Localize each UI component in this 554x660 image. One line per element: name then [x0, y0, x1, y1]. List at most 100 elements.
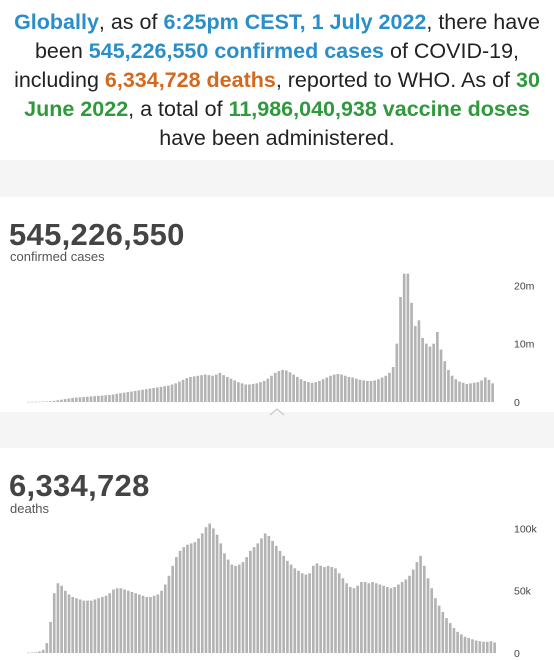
- chart-bar: [483, 377, 487, 402]
- chart-bar: [478, 641, 482, 653]
- chart-bar: [178, 550, 182, 653]
- chart-bar: [310, 382, 314, 402]
- chart-bar: [156, 594, 160, 653]
- chart-bar: [159, 386, 163, 402]
- y-tick-label: 10m: [514, 339, 535, 351]
- chart-bar: [123, 589, 126, 653]
- chart-bar: [389, 588, 393, 653]
- chart-bar: [465, 383, 469, 402]
- chart-bar: [410, 302, 413, 402]
- chart-bar: [388, 372, 391, 402]
- chart-bar: [352, 588, 356, 653]
- chart-bar: [108, 593, 112, 653]
- chart-bar: [441, 611, 445, 653]
- chart-bar: [461, 382, 465, 402]
- chart-bar: [67, 398, 71, 402]
- chart-bar: [144, 389, 148, 402]
- chart-bar: [60, 585, 63, 653]
- chart-bar: [60, 399, 63, 402]
- chart-bar: [439, 349, 443, 402]
- chart-bar: [347, 376, 351, 402]
- chart-bar: [186, 544, 189, 653]
- chart-bar: [319, 565, 323, 653]
- chart-bar: [189, 376, 192, 402]
- chart-bar: [133, 390, 137, 402]
- chart-bar: [112, 589, 115, 653]
- chart-bar: [334, 568, 337, 653]
- chart-bar: [41, 649, 45, 653]
- chart-bar: [34, 401, 38, 403]
- chart-bar: [237, 382, 240, 402]
- chart-bar: [307, 382, 310, 402]
- chart-bar: [360, 582, 363, 653]
- chart-bar: [97, 395, 100, 403]
- chart-bar: [49, 621, 52, 653]
- chart-bar: [399, 297, 402, 402]
- chart-bar: [64, 590, 67, 653]
- chart-bar: [480, 380, 483, 402]
- chart-bar: [74, 397, 78, 403]
- deaths-label: deaths: [10, 501, 50, 516]
- chart-bar: [474, 640, 478, 653]
- chart-bar: [203, 374, 207, 402]
- deaths-chart: 0 50k 100k: [27, 523, 538, 660]
- chart-bar: [421, 337, 424, 402]
- summary-deaths: 6,334,728 deaths: [104, 68, 276, 92]
- chart-bar: [345, 583, 348, 653]
- chart-bar: [485, 641, 489, 653]
- chart-bar: [384, 375, 388, 402]
- chart-bar: [329, 375, 332, 402]
- chart-bar: [286, 560, 289, 653]
- y-tick-label: 100k: [514, 524, 538, 536]
- chart-bar: [354, 378, 358, 402]
- chart-bar: [422, 565, 426, 653]
- chart-bar: [270, 375, 273, 402]
- chart-bar: [256, 543, 260, 653]
- chart-bar: [277, 371, 281, 402]
- chart-bar: [45, 401, 49, 402]
- chart-bar: [300, 573, 304, 653]
- chart-bar: [299, 379, 303, 402]
- summary-vaccine-doses: 11,986,040,938 vaccine doses: [228, 97, 530, 121]
- chart-bar: [175, 557, 178, 653]
- chart-bar: [182, 547, 186, 653]
- y-tick-label: 20m: [514, 280, 535, 292]
- chart-bar: [404, 579, 408, 653]
- chart-bar: [260, 538, 263, 653]
- chart-bar: [130, 391, 133, 402]
- chart-bar: [71, 397, 74, 402]
- chart-bar: [223, 553, 226, 653]
- chart-bar: [93, 396, 96, 402]
- summary-text-6: have been administered.: [159, 126, 395, 150]
- chart-bar: [208, 523, 211, 653]
- chart-bar: [126, 392, 130, 402]
- summary-globally: Globally: [14, 10, 99, 34]
- chart-bar: [245, 557, 249, 653]
- chart-bar: [443, 361, 447, 402]
- chart-bar: [27, 401, 30, 403]
- chart-bar: [248, 384, 251, 402]
- chevron-up-icon[interactable]: [268, 408, 286, 416]
- chart-bar: [341, 578, 345, 653]
- chart-bar: [402, 273, 406, 402]
- chart-bar: [436, 332, 439, 402]
- chart-bar: [138, 594, 141, 653]
- chart-bar: [108, 395, 111, 402]
- chart-bar: [30, 401, 34, 403]
- chart-bar: [104, 395, 108, 402]
- chart-bar: [244, 384, 248, 402]
- chart-bar: [67, 594, 71, 653]
- chart-bar: [56, 583, 60, 653]
- chart-bar: [273, 372, 277, 402]
- chart-bar: [363, 582, 367, 653]
- chart-bar: [78, 599, 82, 653]
- chart-bar: [148, 388, 152, 402]
- chart-bar: [155, 387, 159, 402]
- chart-bar: [491, 383, 494, 402]
- chart-bar: [119, 588, 123, 653]
- summary-text-5: , a total of: [128, 97, 229, 121]
- chart-bar: [472, 382, 476, 402]
- chart-bar: [315, 563, 319, 653]
- chart-bar: [336, 374, 340, 402]
- chart-bar: [278, 550, 282, 653]
